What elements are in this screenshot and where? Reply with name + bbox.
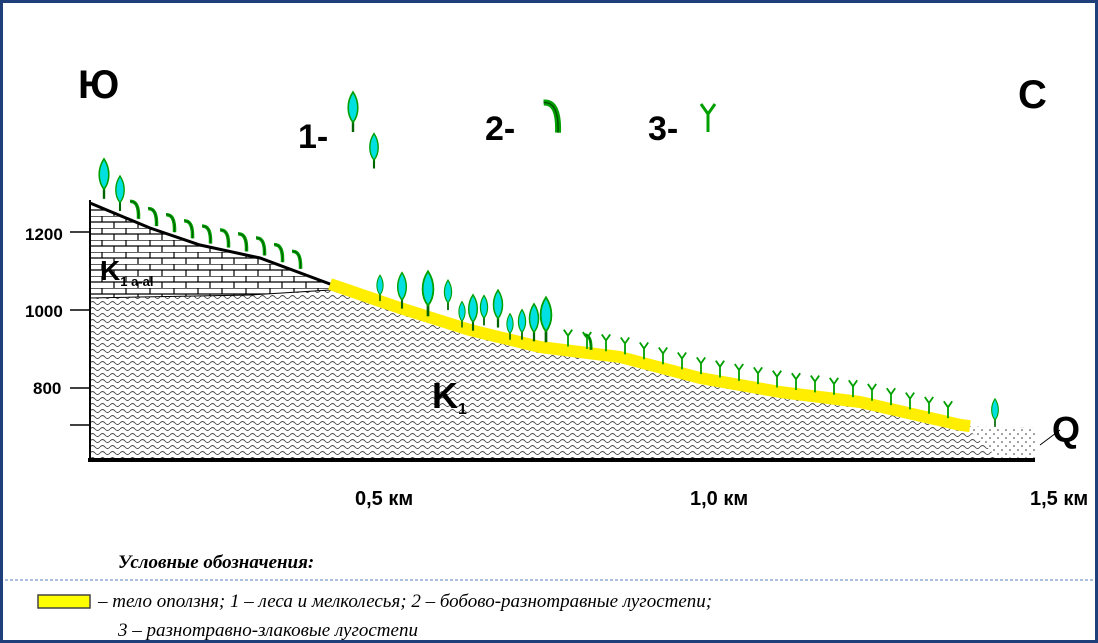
leader xyxy=(1039,429,1061,446)
stratum-k: K xyxy=(100,255,120,286)
distance-label: 0,5 км xyxy=(355,488,413,510)
legend-swatch xyxy=(37,594,91,609)
south-label: Ю xyxy=(78,63,119,107)
legend-text: 3 – разнотравно-злаковые лугостепи xyxy=(117,620,418,641)
stratum-index: 1 xyxy=(458,401,467,418)
key-label: 3- xyxy=(648,110,678,148)
stratum-symbol: Q xyxy=(1052,409,1080,450)
legend-title: Условные обозначения: xyxy=(118,552,314,573)
alluvium xyxy=(965,426,1035,460)
surface xyxy=(89,201,331,286)
distance-label: 1,0 км xyxy=(690,488,748,510)
key-label: 2- xyxy=(485,110,515,148)
stratum-index: 1 a-al xyxy=(120,274,153,289)
legend-text: – тело оползня; 1 – леса и мелколесья; 2… xyxy=(97,591,712,612)
elevation-tick: 1200 xyxy=(25,225,63,244)
stratum-symbol: K1 xyxy=(432,375,467,418)
stratum-symbol: K1 a-al xyxy=(100,255,153,289)
elevation-tick: 800 xyxy=(33,379,61,398)
key-label: 1- xyxy=(298,118,328,156)
north-label: С xyxy=(1018,73,1047,117)
elevation-tick: 1000 xyxy=(25,302,63,321)
profile xyxy=(70,157,1061,462)
stratum-k: K xyxy=(432,375,458,416)
landslide-body xyxy=(328,278,971,433)
distance-label: 1,5 км xyxy=(1030,488,1088,510)
